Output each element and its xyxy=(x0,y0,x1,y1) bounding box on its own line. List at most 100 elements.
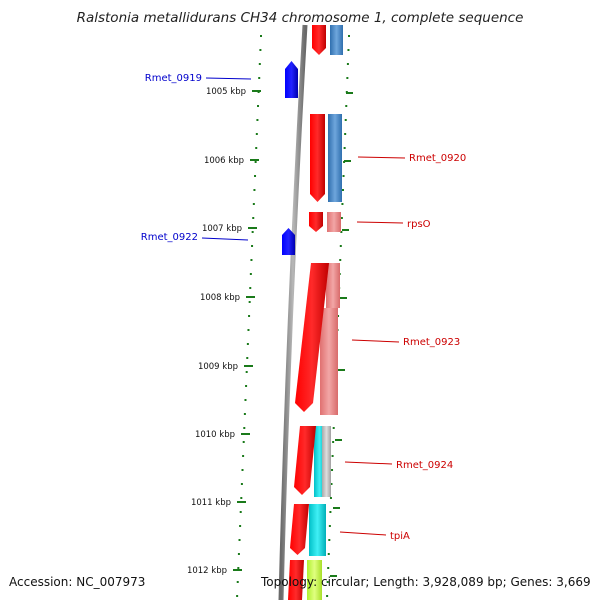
ruler-minor-tick xyxy=(256,119,259,121)
ruler-minor-tick xyxy=(237,567,240,569)
ruler-minor-tick xyxy=(254,175,257,177)
ruler-minor-tick xyxy=(242,455,245,457)
ruler-minor-tick xyxy=(243,427,246,429)
ruler-label: 1008 kbp xyxy=(200,293,240,303)
ruler-minor-tick xyxy=(240,483,243,485)
ruler-minor-tick xyxy=(343,147,346,149)
cog-block xyxy=(320,308,338,415)
ruler-minor-tick xyxy=(328,539,331,541)
gene-label[interactable]: Rmet_0923 xyxy=(403,337,460,348)
accession-text: Accession: NC_007973 xyxy=(9,575,146,589)
ruler-minor-tick xyxy=(251,245,254,247)
ruler-minor-tick xyxy=(245,371,248,373)
ruler-minor-tick xyxy=(243,413,246,415)
cog-block xyxy=(327,212,341,232)
ruler-minor-tick xyxy=(340,231,343,233)
ruler-minor-tick xyxy=(339,259,342,261)
ruler-minor-tick xyxy=(259,49,262,51)
callout-line xyxy=(351,339,400,343)
ruler-minor-tick xyxy=(332,427,335,429)
ruler-minor-tick xyxy=(242,441,245,443)
cog-block xyxy=(328,114,342,202)
ruler-minor-tick xyxy=(339,245,342,247)
ruler-minor-tick xyxy=(236,581,239,583)
gene-label[interactable]: rpsO xyxy=(407,219,431,230)
ruler-minor-tick xyxy=(341,189,344,191)
ruler-minor-tick xyxy=(346,63,349,65)
ruler-minor-tick xyxy=(248,301,251,303)
callout-line xyxy=(356,221,404,224)
ruler-minor-tick xyxy=(247,329,250,331)
gene-callouts: Rmet_0919 Rmet_0920 rpsO Rmet_0922 Rmet_0923… xyxy=(141,73,466,542)
ruler-label: 1012 kbp xyxy=(187,566,227,576)
ruler-minor-tick xyxy=(255,147,258,149)
cog-track xyxy=(307,25,343,600)
ruler-minor-tick xyxy=(330,483,333,485)
ruler-label: 1011 kbp xyxy=(191,498,231,508)
ruler-minor-tick xyxy=(326,581,329,583)
cog-block xyxy=(322,426,331,497)
cog-block xyxy=(307,560,322,600)
ruler-label: 1005 kbp xyxy=(206,87,246,97)
gene-arrow xyxy=(294,426,316,495)
ruler-label: 1006 kbp xyxy=(204,156,244,166)
gene-arrow xyxy=(285,61,298,98)
ruler-minor-tick xyxy=(258,77,261,79)
gene-label[interactable]: Rmet_0924 xyxy=(396,460,453,471)
gene-arrow xyxy=(288,560,304,600)
ruler-minor-tick xyxy=(239,525,242,527)
ruler-minor-tick xyxy=(244,399,247,401)
ruler-minor-tick xyxy=(331,455,334,457)
gene-arrow xyxy=(290,504,309,555)
gene-arrow xyxy=(312,25,326,55)
ruler-minor-tick xyxy=(340,217,343,219)
ruler-minor-tick xyxy=(246,343,249,345)
gene-arrow xyxy=(295,263,329,412)
backbone xyxy=(278,24,308,600)
ruler-minor-tick xyxy=(246,357,249,359)
ruler-minor-tick xyxy=(328,525,331,527)
ruler-minor-tick xyxy=(248,315,251,317)
ruler-minor-tick xyxy=(327,553,330,555)
topology-summary: Topology: circular; Length: 3,928,089 bp… xyxy=(261,575,591,589)
callout-line xyxy=(344,461,393,465)
ruler-minor-tick xyxy=(249,273,252,275)
ruler-minor-tick xyxy=(331,469,334,471)
ruler-minor-tick xyxy=(260,35,262,37)
cog-block xyxy=(309,504,326,556)
ruler-minor-tick xyxy=(344,119,347,121)
ruler: 1005 kbp 1006 kbp 1007 kbp 1008 kbp 1009 kbp… xyxy=(187,35,353,597)
callout-line xyxy=(205,77,252,80)
gene-track xyxy=(282,25,329,600)
ruler-minor-tick xyxy=(348,35,350,37)
callout-line xyxy=(339,531,387,536)
ruler-label: 1009 kbp xyxy=(198,362,238,372)
callout-line xyxy=(201,237,249,241)
gene-label[interactable]: tpiA xyxy=(390,531,410,542)
ruler-minor-tick xyxy=(240,497,243,499)
ruler-minor-tick xyxy=(252,203,255,205)
gene-arrow xyxy=(309,212,323,232)
ruler-minor-tick xyxy=(347,49,350,51)
ruler-minor-tick xyxy=(236,595,239,597)
gene-label[interactable]: Rmet_0922 xyxy=(141,232,198,243)
ruler-minor-tick xyxy=(332,441,335,443)
ruler-minor-tick xyxy=(344,133,347,135)
gene-arrow xyxy=(282,228,295,255)
ruler-minor-tick xyxy=(257,91,260,93)
ruler-minor-tick xyxy=(252,217,255,219)
ruler-minor-tick xyxy=(253,189,256,191)
ruler-minor-tick xyxy=(239,511,242,513)
ruler-minor-tick xyxy=(257,105,260,107)
ruler-minor-tick xyxy=(241,469,244,471)
ruler-minor-tick xyxy=(327,567,330,569)
gene-arrow xyxy=(310,114,325,202)
gene-label[interactable]: Rmet_0920 xyxy=(409,153,466,164)
gene-label[interactable]: Rmet_0919 xyxy=(145,73,202,84)
ruler-minor-tick xyxy=(346,77,349,79)
ruler-minor-tick xyxy=(237,553,240,555)
ruler-minor-tick xyxy=(238,539,241,541)
cog-block xyxy=(330,25,343,55)
ruler-minor-tick xyxy=(341,203,344,205)
